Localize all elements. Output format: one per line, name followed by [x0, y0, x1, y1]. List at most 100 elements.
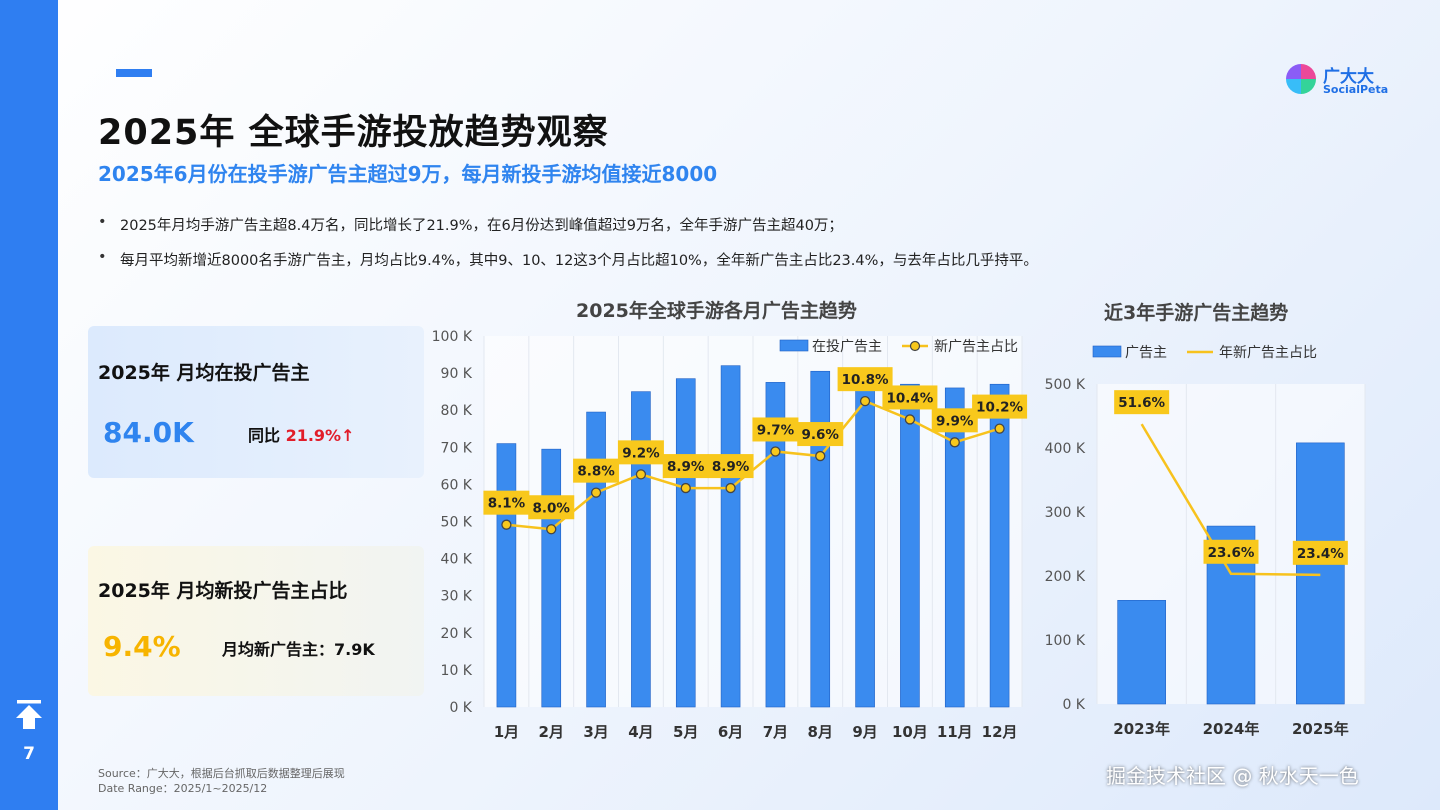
- card-side-text: 月均新广告主：7.9K: [222, 640, 375, 659]
- bar: [720, 365, 741, 708]
- x-tick-label: 2024年: [1203, 720, 1260, 738]
- data-label-bg: [1114, 390, 1170, 415]
- x-tick-label: 2月: [539, 723, 564, 741]
- line-point: [680, 482, 691, 494]
- legend-label: 新广告主占比: [934, 339, 1018, 355]
- y-tick-label: 10 K: [441, 663, 473, 679]
- bar: [900, 383, 920, 708]
- x-tick-label: 3月: [583, 723, 608, 741]
- y-tick-label: 90 K: [441, 366, 473, 382]
- bar: [631, 391, 651, 708]
- accent-bar: [116, 69, 152, 77]
- legend-marker: [909, 340, 921, 352]
- line-point: [904, 414, 916, 425]
- sidebar: 7: [0, 0, 58, 810]
- bar: [586, 411, 606, 708]
- data-label-bg: [931, 408, 978, 433]
- data-label: 9.6%: [802, 427, 840, 443]
- y-tick-label: 0 K: [449, 700, 472, 716]
- data-label-bg: [662, 454, 709, 479]
- data-label-bg: [972, 394, 1028, 419]
- line-point: [590, 487, 602, 498]
- page-number: 7: [23, 744, 35, 764]
- line-point: [859, 395, 871, 407]
- x-tick-label: 2023年: [1113, 720, 1170, 738]
- y-tick-label: 500 K: [1045, 377, 1086, 393]
- data-label-bg: [1292, 540, 1348, 565]
- bar: [944, 387, 965, 708]
- data-label: 10.4%: [886, 390, 933, 406]
- x-tick-label: 7月: [763, 723, 788, 741]
- date-range-text: Date Range：2025/1~2025/12: [98, 782, 268, 795]
- data-label-bg: [528, 495, 575, 520]
- monthly-active-card: 2025年 月均在投广告主 84.0K 同比 21.9%↑: [88, 326, 424, 478]
- data-label-bg: [752, 417, 799, 442]
- legend-bar-swatch: [1092, 345, 1122, 358]
- line-point: [635, 469, 647, 480]
- page-title: 2025年 全球手游投放趋势观察: [98, 113, 609, 153]
- data-label: 9.7%: [757, 422, 795, 438]
- x-tick-label: 6月: [718, 723, 743, 741]
- logo-text-cn: 广大大: [1323, 67, 1374, 87]
- data-label: 51.6%: [1118, 395, 1165, 411]
- source-text: Source：广大大，根据后台抓取后数据整理后展现: [98, 767, 345, 780]
- y-tick-label: 50 K: [441, 515, 473, 531]
- data-label: 10.2%: [976, 400, 1023, 416]
- page-subtitle: 2025年6月份在投手游广告主超过9万，每月新投手游均值接近8000: [98, 162, 718, 186]
- side-chart-title: 近3年手游广告主趋势: [1104, 302, 1289, 324]
- y-tick-label: 30 K: [441, 589, 473, 605]
- data-label: 9.9%: [936, 413, 974, 429]
- main-chart-title: 2025年全球手游各月广告主趋势: [576, 300, 857, 322]
- logo: 广大大 SocialPeta: [1285, 62, 1425, 98]
- line-point: [725, 482, 736, 494]
- watermark: 掘金技术社区 @ 秋水天一色: [1106, 764, 1359, 788]
- legend-label: 在投广告主: [812, 339, 882, 355]
- bar: [765, 382, 786, 708]
- data-label: 9.2%: [622, 445, 660, 461]
- bar: [1117, 600, 1166, 705]
- line-point: [949, 437, 960, 448]
- bar: [496, 443, 517, 708]
- card-title: 2025年 月均在投广告主: [98, 362, 310, 384]
- line-point: [546, 524, 557, 535]
- bar: [541, 448, 562, 708]
- y-tick-label: 0 K: [1062, 697, 1085, 713]
- x-tick-label: 10月: [892, 723, 928, 741]
- legend-label: 年新广告主占比: [1219, 345, 1317, 361]
- x-tick-label: 5月: [673, 723, 698, 741]
- footnote: Source：广大大，根据后台抓取后数据整理后展现 Date Range：202…: [98, 766, 345, 796]
- y-tick-label: 60 K: [441, 477, 473, 493]
- bar: [855, 387, 875, 708]
- data-label: 8.1%: [488, 496, 526, 512]
- x-tick-label: 12月: [982, 723, 1018, 741]
- y-tick-label: 400 K: [1045, 441, 1086, 457]
- yoy-text: 同比 21.9%↑: [248, 422, 355, 446]
- back-to-top-icon[interactable]: [15, 700, 43, 730]
- monthly-new-card: 2025年 月均新投广告主占比 9.4% 月均新广告主：7.9K: [88, 546, 424, 696]
- y-tick-label: 200 K: [1045, 569, 1086, 585]
- y-tick-label: 70 K: [441, 440, 473, 456]
- x-tick-label: 11月: [937, 723, 973, 741]
- data-label: 23.4%: [1297, 546, 1344, 562]
- x-tick-label: 4月: [628, 723, 653, 741]
- data-label: 8.9%: [712, 459, 750, 475]
- bar: [989, 383, 1010, 708]
- x-tick-label: 1月: [494, 723, 519, 741]
- y-tick-label: 80 K: [441, 403, 473, 419]
- data-label-bg: [617, 440, 664, 465]
- data-label: 8.0%: [533, 500, 571, 516]
- line-point: [994, 423, 1005, 434]
- y-tick-label: 40 K: [441, 552, 473, 568]
- logo-text-en: SocialPeta: [1323, 83, 1389, 96]
- logo-icon: [1286, 64, 1316, 94]
- legend-label: 广告主: [1125, 345, 1167, 361]
- x-tick-label: 9月: [852, 723, 877, 741]
- y-tick-label: 100 K: [1045, 633, 1086, 649]
- yoy-label: 同比: [248, 426, 286, 445]
- data-label-bg: [483, 490, 530, 515]
- bullet-item: 2025年月均手游广告主超8.4万名，同比增长了21.9%，在6月份达到峰值超过…: [98, 214, 1038, 235]
- line-series: [1140, 423, 1321, 577]
- card-title: 2025年 月均新投广告主占比: [98, 580, 348, 602]
- line-point: [770, 446, 781, 457]
